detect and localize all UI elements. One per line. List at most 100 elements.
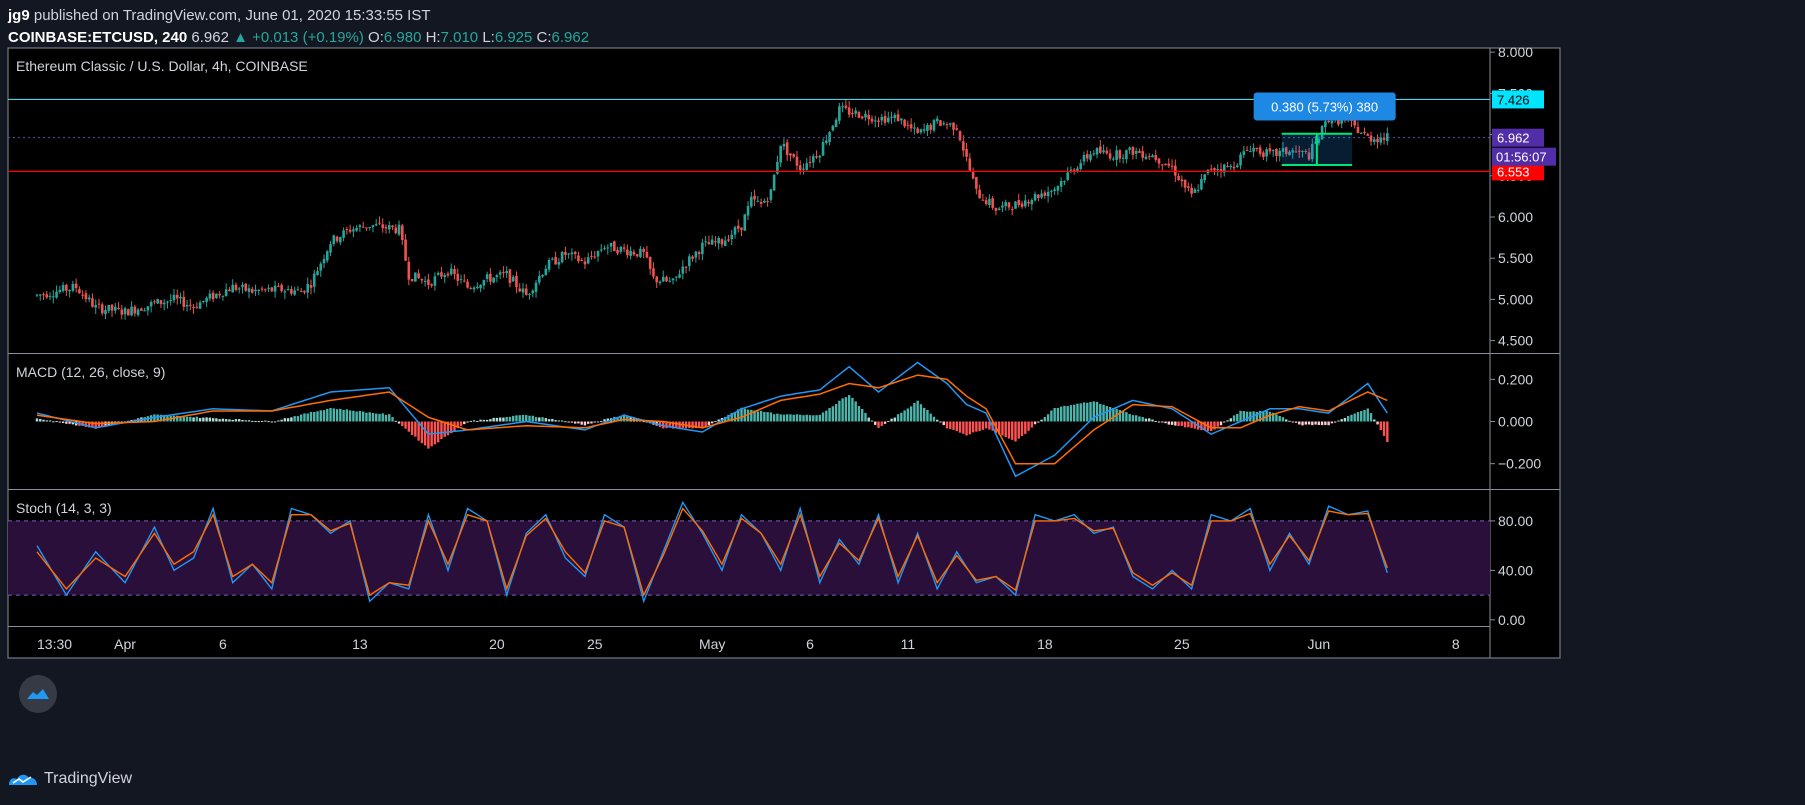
candle-body — [322, 258, 326, 264]
macd-histogram-bar — [443, 421, 446, 437]
x-tick-label: 6 — [806, 636, 814, 652]
macd-histogram-bar — [557, 420, 561, 422]
candle-body — [133, 306, 137, 314]
macd-histogram-bar — [1177, 421, 1180, 426]
macd-histogram-bar — [388, 414, 391, 422]
candle-body — [361, 226, 365, 228]
macd-histogram-bar — [251, 420, 254, 422]
candle-body — [1278, 150, 1281, 157]
macd-histogram-bar — [277, 420, 280, 422]
candle-body — [1007, 202, 1011, 208]
candle-body — [492, 277, 495, 283]
x-tick-label: 20 — [489, 636, 505, 652]
macd-histogram-bar — [401, 421, 404, 427]
candle-body — [136, 309, 140, 315]
macd-histogram-bar — [1066, 406, 1069, 422]
macd-histogram-bar — [1099, 403, 1102, 422]
symbol-name[interactable]: COINBASE:ETCUSD, 240 — [8, 29, 188, 46]
candle-body — [528, 293, 531, 295]
macd-histogram-bar — [929, 413, 932, 422]
candle-body — [518, 288, 522, 292]
candle-body — [952, 122, 955, 130]
macd-histogram-bar — [335, 409, 339, 422]
macd-histogram-bar — [299, 414, 303, 422]
candle-body — [1157, 158, 1161, 164]
macd-histogram-bar — [737, 409, 740, 422]
macd-histogram-bar — [1245, 411, 1249, 422]
candle-body — [127, 309, 130, 316]
macd-histogram-bar — [939, 421, 942, 423]
x-tick-label: 13 — [352, 636, 368, 652]
price-change: ▲ +0.013 (+0.19%) — [233, 29, 364, 46]
macd-histogram-bar — [1017, 421, 1020, 439]
macd-histogram-bar — [378, 413, 381, 422]
macd-histogram-bar — [1291, 421, 1294, 423]
macd-histogram-bar — [91, 421, 94, 428]
macd-histogram-bar — [1138, 416, 1141, 422]
candle-body — [590, 256, 593, 258]
macd-histogram-bar — [384, 414, 388, 422]
candle-body — [603, 248, 606, 250]
candle-body — [1265, 149, 1268, 157]
macd-histogram-bar — [1089, 402, 1092, 422]
measure-label-box[interactable] — [1253, 92, 1396, 121]
macd-histogram-bar — [485, 419, 489, 422]
candle-body — [825, 140, 828, 143]
candle-body — [384, 226, 388, 229]
macd-histogram-bar — [1040, 419, 1043, 422]
macd-histogram-bar — [812, 415, 815, 422]
candle-body — [753, 195, 756, 200]
macd-histogram-bar — [283, 418, 287, 422]
candle-body — [870, 118, 874, 122]
candle-body — [834, 119, 838, 127]
candle-body — [736, 225, 740, 229]
candle-body — [1239, 154, 1242, 166]
macd-histogram-bar — [163, 414, 166, 422]
candle-body — [642, 248, 645, 252]
macd-histogram-bar — [1278, 415, 1281, 422]
candle-body — [1327, 120, 1330, 123]
macd-histogram-bar — [436, 421, 440, 443]
candle-body — [91, 298, 94, 307]
macd-histogram-bar — [1242, 411, 1246, 422]
candle-body — [1108, 153, 1112, 159]
candle-body — [1125, 150, 1128, 160]
tradingview-logo-button[interactable] — [19, 675, 57, 713]
macd-histogram-bar — [1288, 420, 1291, 422]
candle-body — [860, 116, 864, 119]
candle-body — [909, 124, 913, 129]
candle-body — [1105, 150, 1109, 154]
candle-body — [55, 291, 58, 298]
candle-body — [798, 165, 802, 171]
macd-histogram-bar — [215, 418, 218, 422]
macd-histogram-bar — [564, 421, 567, 423]
resistance-price-label: 7.426 — [1497, 92, 1530, 107]
macd-histogram-bar — [267, 421, 270, 423]
macd-histogram-bar — [254, 420, 257, 422]
publisher-name[interactable]: jg9 — [8, 7, 30, 24]
candle-body — [1180, 179, 1184, 182]
macd-histogram-bar — [1386, 421, 1389, 443]
candle-body — [1118, 150, 1122, 159]
candle-body — [1255, 147, 1259, 150]
candle-body — [1102, 150, 1105, 153]
macd-histogram-bar — [880, 421, 883, 426]
candle-body — [42, 294, 45, 296]
candle-body — [743, 214, 747, 231]
macd-histogram-bar — [1317, 421, 1321, 425]
candle-body — [1020, 203, 1024, 207]
candle-body — [684, 266, 688, 268]
support-price-tag — [1492, 162, 1544, 181]
candle-body — [71, 283, 75, 291]
candle-body — [446, 273, 450, 276]
candle-body — [234, 284, 238, 290]
macd-histogram-bar — [900, 412, 903, 422]
macd-histogram-bar — [515, 415, 518, 422]
macd-histogram-bar — [381, 413, 384, 422]
candle-body — [1131, 147, 1135, 155]
macd-histogram-bar — [371, 413, 375, 422]
macd-histogram-bar — [1379, 421, 1383, 431]
macd-histogram-bar — [697, 421, 701, 428]
candle-body — [867, 114, 871, 120]
